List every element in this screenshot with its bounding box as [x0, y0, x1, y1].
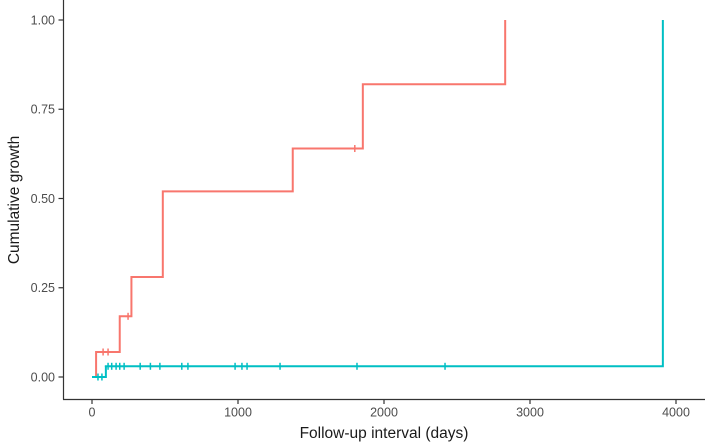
y-tick-label: 0.25: [31, 281, 55, 295]
x-tick-label: 2000: [370, 406, 398, 420]
x-axis-title: Follow-up interval (days): [300, 425, 469, 442]
y-tick-label: 1.00: [31, 13, 55, 27]
y-tick-label: 0.00: [31, 370, 55, 384]
y-axis-title: Cumulative growth: [6, 136, 23, 264]
x-tick-label: 1000: [224, 406, 252, 420]
y-tick-label: 0.75: [31, 103, 55, 117]
x-tick-label: 0: [89, 406, 96, 420]
series-line-group-red: [92, 20, 507, 378]
x-tick-label: 4000: [662, 406, 690, 420]
y-tick-label: 0.50: [31, 192, 55, 206]
series-line-group-teal: [92, 20, 664, 378]
chart-generated-layer: 0 1000 2000 3000 4000 0.00 0.25 0.50 0.75 1.00: [31, 0, 705, 420]
x-tick-label: 3000: [516, 406, 544, 420]
